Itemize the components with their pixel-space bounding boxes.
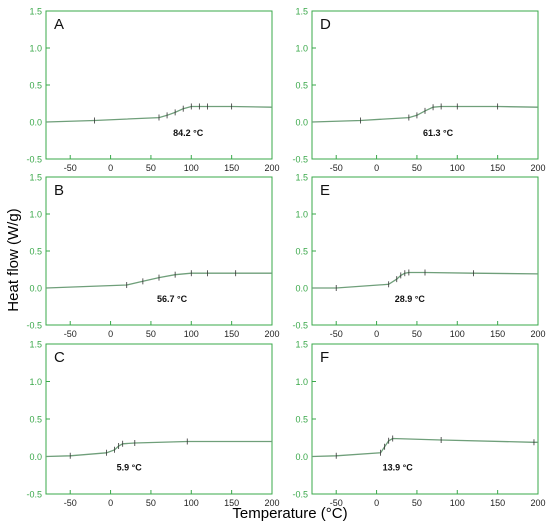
x-tick-label: 150 xyxy=(490,163,505,173)
x-tick-label: 100 xyxy=(184,498,199,508)
x-tick-label: 100 xyxy=(450,163,465,173)
x-tick-label: 200 xyxy=(530,498,545,508)
x-tick-label: -50 xyxy=(64,498,77,508)
panel-a: -0.5 0.0 0.5 1.0 1.5 -50 0 50 100 150 200 A 84.2 °C xyxy=(26,7,279,174)
heat-flow-line xyxy=(312,271,539,289)
x-tick-label: 150 xyxy=(224,163,239,173)
y-axis-label: Heat flow (W/g) xyxy=(5,208,22,312)
x-tick-label: -50 xyxy=(330,329,343,339)
tg-annotation: 61.3 °C xyxy=(423,128,454,138)
y-tick-label: 1.5 xyxy=(29,340,42,350)
y-tick-label: -0.5 xyxy=(292,155,308,165)
y-tick-label: 1.5 xyxy=(295,173,308,183)
y-tick-label: 1.0 xyxy=(29,377,42,387)
tg-annotation: 28.9 °C xyxy=(395,294,426,304)
x-tick-label: 50 xyxy=(146,329,156,339)
y-tick-label: 0.5 xyxy=(29,81,42,91)
panel-c: -0.5 0.0 0.5 1.0 1.5 -50 0 50 100 150 200 C 5.9 °C xyxy=(26,340,279,509)
x-tick-label: 200 xyxy=(264,329,279,339)
y-tick-label: 0.0 xyxy=(295,284,308,294)
panel-frame xyxy=(45,10,273,160)
x-tick-label: 50 xyxy=(412,163,422,173)
heat-flow-line xyxy=(311,105,539,123)
x-tick-label: 0 xyxy=(108,498,113,508)
panel-e: -0.5 0.0 0.5 1.0 1.5 -50 0 50 100 150 200 E 28.9 °C xyxy=(292,173,545,340)
x-tick-label: 50 xyxy=(412,498,422,508)
panel-letter: D xyxy=(320,16,331,33)
panel-frame xyxy=(311,343,539,495)
x-tick-label: 0 xyxy=(374,329,379,339)
panel-frame xyxy=(311,176,539,326)
x-tick-label: 50 xyxy=(146,498,156,508)
x-tick-label: 100 xyxy=(184,329,199,339)
x-tick-label: 150 xyxy=(490,329,505,339)
x-tick-label: 150 xyxy=(224,498,239,508)
x-tick-label: 0 xyxy=(374,498,379,508)
heat-flow-line xyxy=(311,437,538,458)
panel-letter: A xyxy=(54,16,64,33)
x-tick-label: 150 xyxy=(224,329,239,339)
panel-letter: E xyxy=(320,182,330,199)
x-tick-label: 150 xyxy=(490,498,505,508)
y-tick-label: 0.0 xyxy=(29,452,42,462)
x-tick-label: 0 xyxy=(108,163,113,173)
x-tick-label: -50 xyxy=(64,163,77,173)
y-tick-label: 0.0 xyxy=(29,284,42,294)
y-tick-label: 1.5 xyxy=(29,173,42,183)
x-tick-label: 50 xyxy=(412,329,422,339)
x-tick-label: 100 xyxy=(450,329,465,339)
tg-annotation: 56.7 °C xyxy=(157,294,188,304)
panel-letter: C xyxy=(54,349,65,366)
x-axis-label: Temperature (°C) xyxy=(232,505,348,522)
y-tick-label: 0.0 xyxy=(29,118,42,128)
y-tick-label: 1.5 xyxy=(295,340,308,350)
panel-frame xyxy=(45,343,273,495)
y-tick-label: 1.0 xyxy=(295,210,308,220)
panel-f: -0.5 0.0 0.5 1.0 1.5 -50 0 50 100 150 200 F 13.9 °C xyxy=(292,340,545,509)
y-tick-label: 0.5 xyxy=(29,415,42,425)
y-tick-label: 1.5 xyxy=(29,7,42,17)
tg-annotation: 5.9 °C xyxy=(117,463,143,473)
y-tick-label: -0.5 xyxy=(26,490,42,500)
y-tick-label: 0.5 xyxy=(295,247,308,257)
y-tick-label: -0.5 xyxy=(292,321,308,331)
x-tick-label: 0 xyxy=(374,163,379,173)
y-tick-label: 1.0 xyxy=(29,210,42,220)
heat-flow-line xyxy=(45,440,272,458)
x-tick-label: 100 xyxy=(184,163,199,173)
y-tick-label: -0.5 xyxy=(26,155,42,165)
x-tick-label: 50 xyxy=(146,163,156,173)
y-tick-label: 1.5 xyxy=(295,7,308,17)
y-tick-label: 1.0 xyxy=(29,44,42,54)
panel-letter: F xyxy=(320,349,329,366)
y-tick-label: 0.0 xyxy=(295,452,308,462)
x-tick-label: 200 xyxy=(530,163,545,173)
panel-d: -0.5 0.0 0.5 1.0 1.5 -50 0 50 100 150 200 D 61.3 °C xyxy=(292,7,545,174)
y-tick-label: 1.0 xyxy=(295,377,308,387)
x-tick-label: -50 xyxy=(64,329,77,339)
y-tick-label: 0.5 xyxy=(29,247,42,257)
y-tick-label: 0.5 xyxy=(295,81,308,91)
x-tick-label: 200 xyxy=(530,329,545,339)
y-tick-label: -0.5 xyxy=(292,490,308,500)
panel-letter: B xyxy=(54,182,64,199)
x-tick-label: 0 xyxy=(108,329,113,339)
y-tick-label: 0.0 xyxy=(295,118,308,128)
x-tick-label: 100 xyxy=(450,498,465,508)
tg-annotation: 13.9 °C xyxy=(383,463,414,473)
x-tick-label: -50 xyxy=(330,163,343,173)
y-tick-label: 1.0 xyxy=(295,44,308,54)
y-tick-label: -0.5 xyxy=(26,321,42,331)
panel-b: -0.5 0.0 0.5 1.0 1.5 -50 0 50 100 150 200 B 56.7 °C xyxy=(26,173,279,340)
tg-annotation: 84.2 °C xyxy=(173,128,204,138)
x-tick-label: 200 xyxy=(264,498,279,508)
y-tick-label: 0.5 xyxy=(295,415,308,425)
x-tick-label: 200 xyxy=(264,163,279,173)
x-tick-label: -50 xyxy=(330,498,343,508)
